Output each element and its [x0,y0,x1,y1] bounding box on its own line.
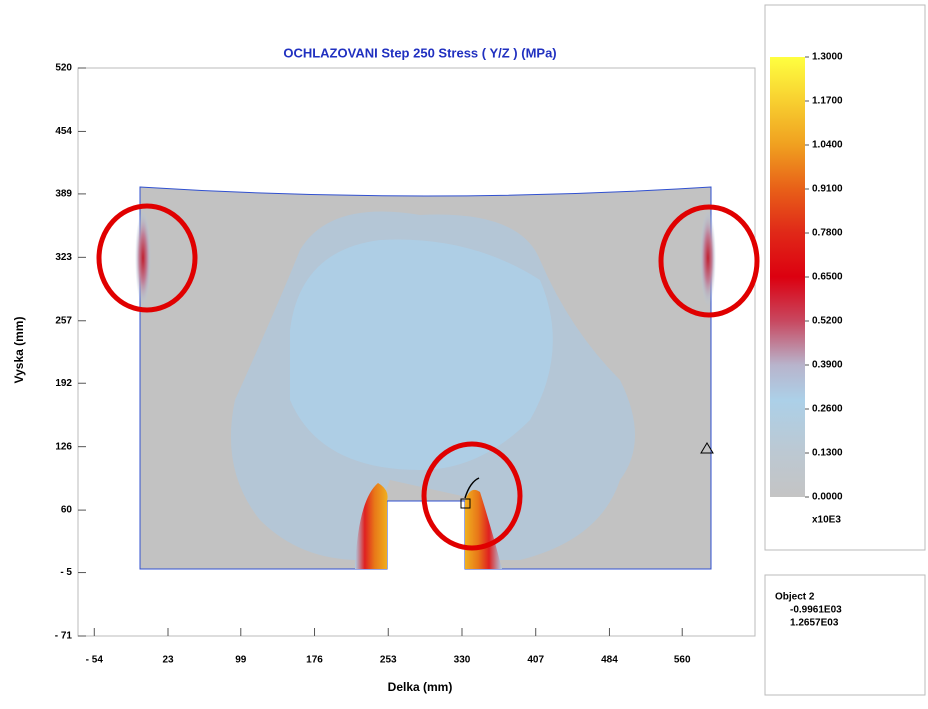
colorbar-tick-label: 1.1700 [812,96,843,107]
x-tick-label: 330 [454,655,471,666]
hot-zone [355,483,388,569]
marker [460,498,471,509]
marker [700,442,714,454]
x-tick-label: 99 [235,655,247,666]
highlight-circle [421,441,523,551]
colorbar-tick-label: 1.0400 [812,140,843,151]
x-tick-label: 253 [380,655,397,666]
y-tick-label: 60 [61,505,73,516]
y-tick-label: 192 [55,378,72,389]
colorbar-tick-label: 0.5200 [812,316,843,327]
colorbar-tick-label: 0.9100 [812,184,843,195]
x-tick-label: 560 [674,655,691,666]
x-tick-label: 176 [306,655,323,666]
y-tick-label: 389 [55,189,72,200]
colorbar-tick-label: 0.0000 [812,492,843,503]
y-tick-label: 257 [55,315,72,326]
colorbar-tick-label: 0.6500 [812,272,843,283]
annotations [96,203,760,551]
y-tick-label: - 5 [60,567,72,578]
colorbar-tick-label: 0.2600 [812,404,843,415]
highlight-circle [96,203,198,313]
x-tick-label: 484 [601,655,618,666]
colorbar-tick-label: 1.3000 [812,52,843,63]
colorbar [770,57,805,497]
hot-zone [135,210,151,306]
hot-zone [700,210,716,306]
colorbar-unit: x10E3 [812,515,841,526]
y-tick-label: 520 [55,63,72,74]
info-panel [764,574,926,696]
x-tick-label: 23 [162,655,174,666]
info-text: Object 2 [775,592,815,603]
y-axis-label: Vyska (mm) [12,317,26,384]
x-axis-label: Delka (mm) [388,680,453,694]
colorbar-tick-label: 0.1300 [812,448,843,459]
colorbar-tick-label: 0.7800 [812,228,843,239]
y-tick-label: - 71 [55,631,73,642]
x-tick-label: 407 [527,655,544,666]
info-text: -0.9961E03 [790,605,842,616]
y-tick-label: 454 [55,126,72,137]
trace [464,477,480,499]
chart-title: OCHLAZOVANI Step 250 Stress ( Y/Z ) (MPa… [283,45,556,60]
info-text: 1.2657E03 [790,618,839,629]
x-tick-label: - 54 [86,655,104,666]
colorbar-tick-label: 0.3900 [812,360,843,371]
y-tick-label: 126 [55,441,72,452]
highlight-circle [658,204,760,318]
region [290,239,553,470]
y-tick-label: 323 [55,252,72,263]
